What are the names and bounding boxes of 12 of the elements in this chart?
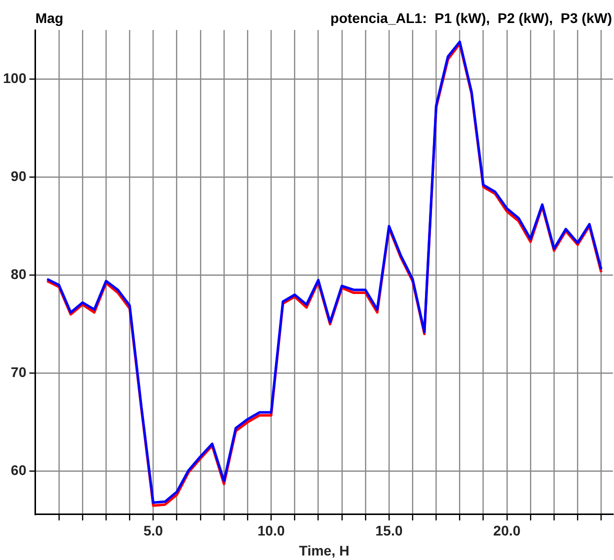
x-tick-label: 10.0 xyxy=(258,522,285,539)
y-tick-label: 80 xyxy=(10,266,27,282)
y-axis-title: Mag xyxy=(35,10,64,26)
x-tick-label: 20.0 xyxy=(493,522,521,539)
x-tick-label: 15.0 xyxy=(375,522,403,539)
chart-title: potencia_AL1: P1 (kW), P2 (kW), P3 (kW) xyxy=(330,10,612,26)
x-axis-title: Time, H xyxy=(299,542,350,558)
y-tick-label: 60 xyxy=(10,462,27,478)
x-tick-label: 5.0 xyxy=(144,522,164,539)
y-tick-label: 90 xyxy=(10,168,27,184)
y-tick-label: 70 xyxy=(10,364,27,380)
y-tick-label: 100 xyxy=(3,70,27,86)
